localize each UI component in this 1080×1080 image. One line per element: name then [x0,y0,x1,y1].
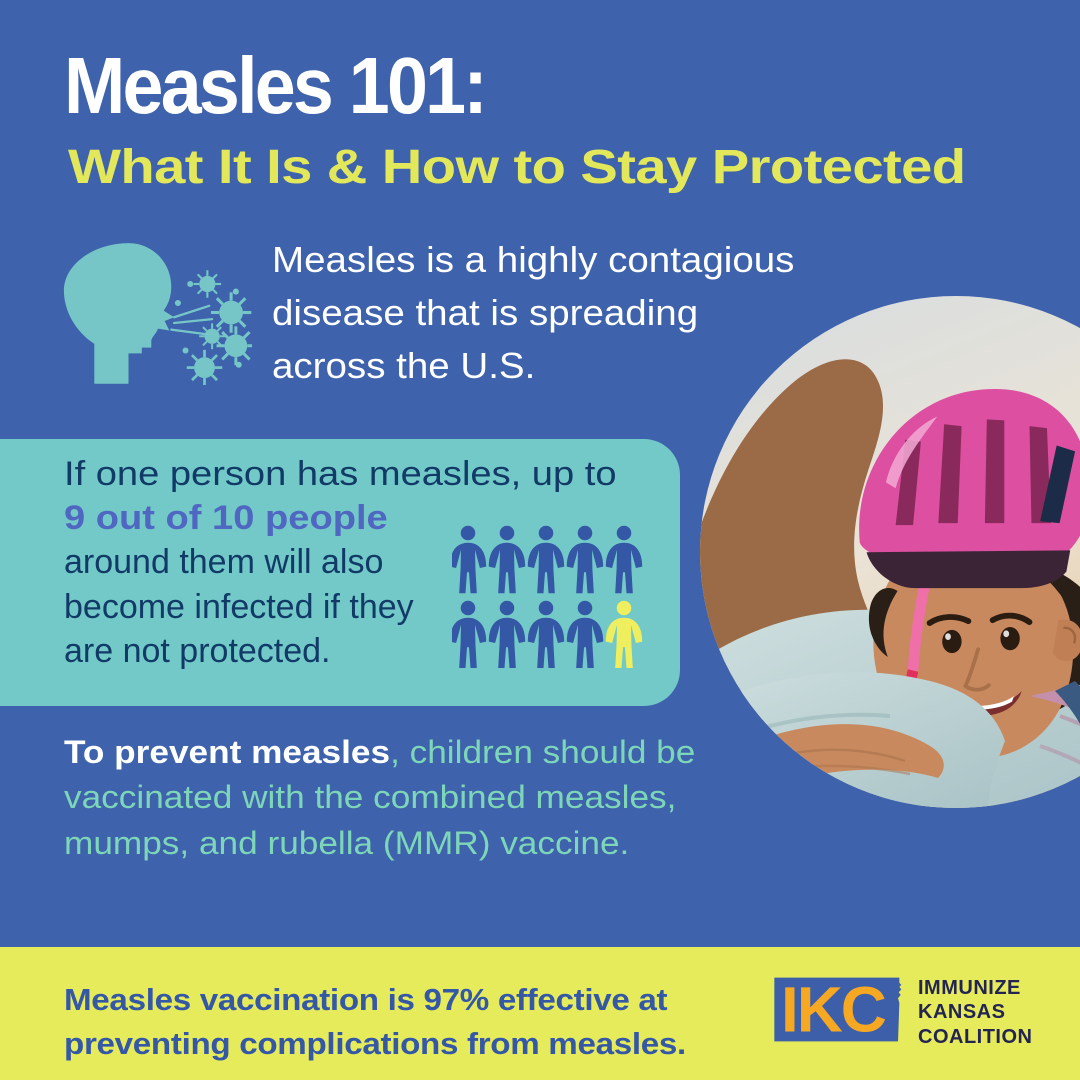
svg-text:IKC: IKC [781,976,886,1043]
